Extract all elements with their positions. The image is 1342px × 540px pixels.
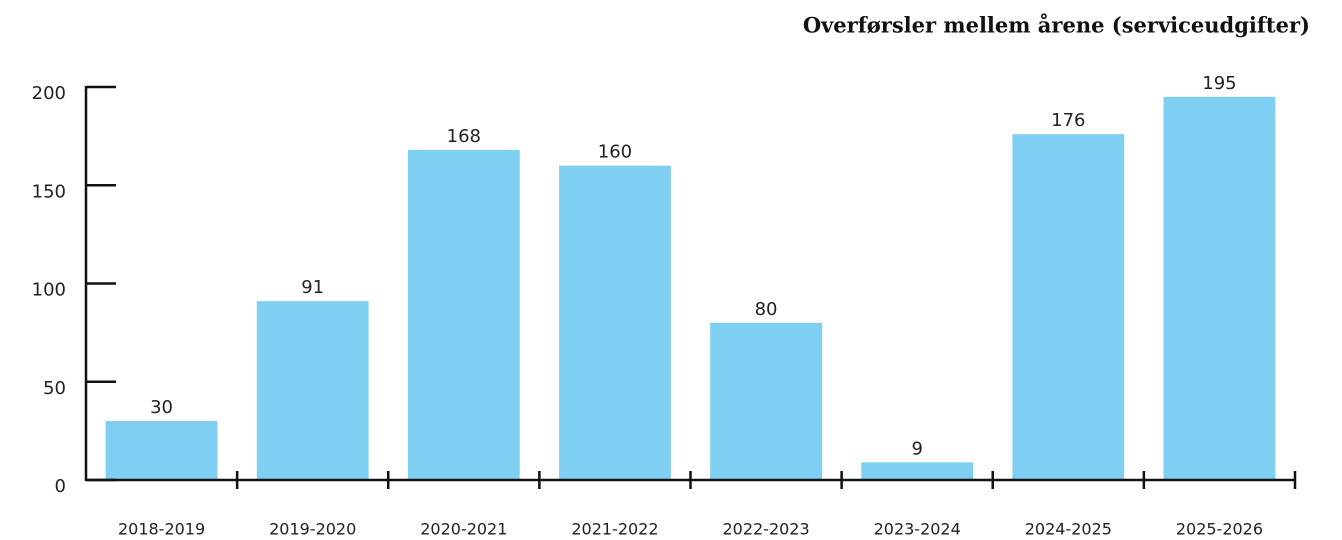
x-tick-label: 2023-2024 — [874, 520, 961, 539]
value-label: 160 — [598, 142, 632, 163]
bar — [710, 322, 822, 480]
y-tick-label: 0 — [55, 476, 66, 497]
x-tick-label: 2024-2025 — [1025, 520, 1112, 539]
bar — [407, 149, 520, 480]
bar — [105, 421, 218, 480]
value-label: 176 — [1051, 110, 1085, 131]
value-label: 80 — [755, 299, 778, 320]
x-tick-label: 2022-2023 — [722, 520, 809, 539]
value-label: 195 — [1202, 73, 1236, 94]
y-tick-label: 50 — [43, 378, 66, 399]
value-label: 9 — [911, 438, 922, 459]
x-tick-label: 2025-2026 — [1176, 520, 1263, 539]
y-tick-label: 200 — [32, 83, 66, 104]
bar — [1012, 134, 1125, 480]
x-tick-label: 2018-2019 — [118, 520, 205, 539]
y-tick-label: 150 — [32, 181, 66, 202]
y-tick-label: 100 — [32, 280, 66, 301]
bar — [256, 301, 369, 480]
x-tick-label: 2019-2020 — [269, 520, 356, 539]
chart-title: Overførsler mellem årene (serviceudgifte… — [803, 13, 1310, 38]
x-tick-label: 2021-2022 — [571, 520, 658, 539]
value-label: 91 — [301, 277, 324, 298]
value-label: 168 — [447, 126, 481, 147]
bar — [559, 165, 671, 480]
value-label: 30 — [150, 397, 173, 418]
bar — [861, 462, 974, 480]
bar — [1163, 96, 1276, 480]
x-tick-label: 2020-2021 — [420, 520, 507, 539]
